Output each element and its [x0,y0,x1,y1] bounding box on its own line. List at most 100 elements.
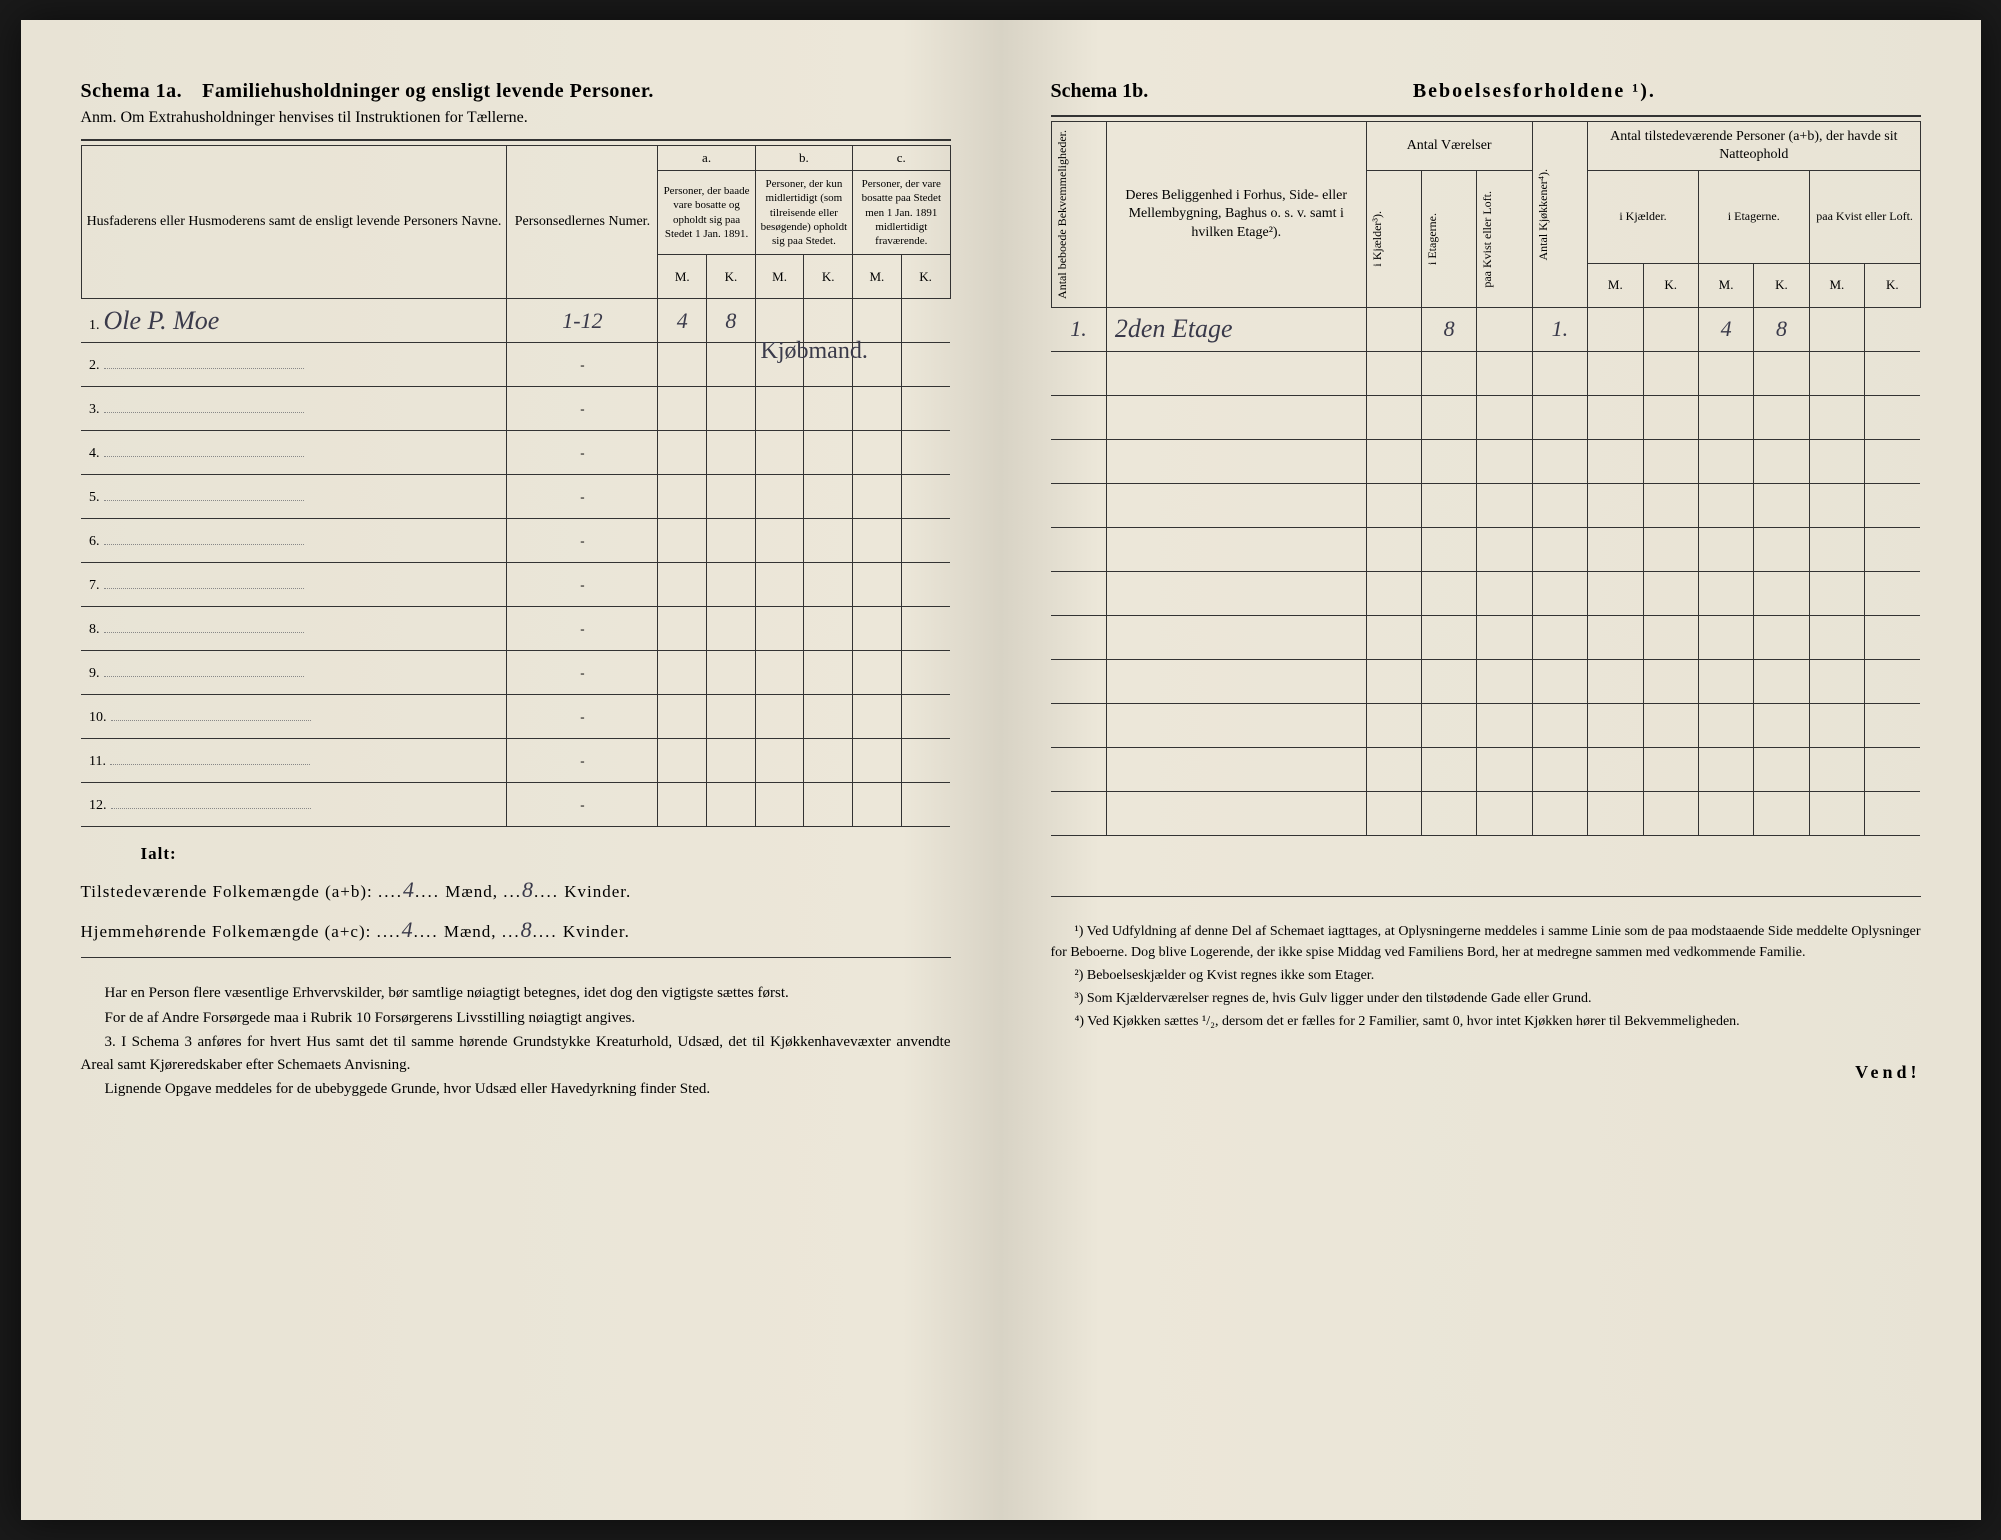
cell-pkk [1865,527,1920,571]
cell-numer: - [507,607,658,651]
cell-kvist [1477,703,1532,747]
header-k: K. [1754,263,1809,307]
schema-title-text: Familiehusholdninger og ensligt levende … [202,80,654,102]
cell-bekv [1051,439,1106,483]
cell-pkm [1809,395,1864,439]
cell-bekv [1051,527,1106,571]
cell-pem [1698,791,1753,835]
cell-pkjm [1588,527,1643,571]
cell-belig [1106,791,1366,835]
schema-label: Schema 1a. [81,80,183,102]
cell-pek [1754,703,1809,747]
cell-pkjk [1643,307,1698,351]
table-row: 10. - [81,695,950,739]
cell-kjael [1366,527,1421,571]
col-kvist: paa Kvist eller Loft. [1479,187,1496,292]
cell-am [658,607,707,651]
table-row: 3. - [81,387,950,431]
header-k: K. [1643,263,1698,307]
cell-kjael [1366,439,1421,483]
cell-kjael [1366,571,1421,615]
tot2-k: 8 [521,917,533,942]
cell-kvist [1477,791,1532,835]
footnote-p1: Har en Person flere væsentlige Erhvervsk… [81,982,951,1005]
cell-kjael [1366,791,1421,835]
cell-numer: - [507,739,658,783]
census-book-spread: Schema 1a. Familiehusholdninger og ensli… [21,20,1981,1520]
cell-bk [804,563,853,607]
cell-pkjk [1643,791,1698,835]
maend: Mænd, [444,922,497,941]
cell-kjael [1366,483,1421,527]
header-m: M. [1809,263,1864,307]
cell-kjael [1366,703,1421,747]
col-kjokk: Antal Kjøkkener⁴). [1535,165,1552,265]
cell-bk [804,695,853,739]
col-p-etag: i Etagerne. [1698,171,1809,264]
cell-pek [1754,747,1809,791]
cell-am [658,343,707,387]
cell-pem [1698,615,1753,659]
cell-kvist [1477,351,1532,395]
cell-bm [755,519,804,563]
cell-pem [1698,747,1753,791]
cell-bekv [1051,615,1106,659]
cell-bk [804,387,853,431]
cell-pkjk [1643,395,1698,439]
cell-belig [1106,659,1366,703]
totals-section: Ialt: Tilstedeværende Folkemængde (a+b):… [81,839,951,949]
cell-pkjk [1643,527,1698,571]
cell-kjokk [1532,703,1587,747]
col-p-kvist: paa Kvist eller Loft. [1809,171,1920,264]
cell-bekv [1051,703,1106,747]
fn4: ⁴) Ved Kjøkken sættes ¹/₂, dersom det er… [1051,1011,1921,1032]
col-pers: Antal tilstedeværende Personer (a+b), de… [1588,122,1920,171]
maend: Mænd, [445,882,498,901]
group-b: b. [755,146,852,171]
cell-ck [901,783,950,827]
cell-etag [1421,791,1476,835]
cell-pkk [1865,659,1920,703]
cell-belig [1106,395,1366,439]
cell-pkm [1809,483,1864,527]
cell-pkjm [1588,395,1643,439]
cell-cm [853,739,902,783]
cell-pkk [1865,703,1920,747]
cell-pkjm [1588,615,1643,659]
cell-etag [1421,351,1476,395]
totals-label: Ialt: [141,844,177,863]
cell-bm [755,387,804,431]
row-name: 9. [81,651,507,695]
cell-ak [707,563,756,607]
cell-ck [901,607,950,651]
schema-label: Schema 1b. [1051,80,1149,103]
cell-pkjm [1588,483,1643,527]
cell-pkjk [1643,747,1698,791]
table-row [1051,351,1920,395]
schema-title-text: Beboelsesforholdene ¹). [1413,80,1656,103]
row-name: 2. [81,343,507,387]
cell-pkm [1809,439,1864,483]
cell-ck [901,431,950,475]
cell-am [658,431,707,475]
table-row: 5. - [81,475,950,519]
fn1: ¹) Ved Udfyldning af denne Del af Schema… [1051,921,1921,963]
cell-bm [755,739,804,783]
cell-pem [1698,483,1753,527]
table-row [1051,747,1920,791]
cell-etag [1421,659,1476,703]
table-row [1051,439,1920,483]
cell-am: 4 [658,299,707,343]
cell-pkjm [1588,703,1643,747]
cell-kjael [1366,307,1421,351]
cell-kvist [1477,571,1532,615]
table-row: 12. - [81,783,950,827]
tot1-label: Tilstedeværende Folkemængde (a+b): [81,882,373,901]
divider [1051,115,1921,117]
tot1-m: 4 [403,877,415,902]
col-p-kjael: i Kjælder. [1588,171,1699,264]
cell-ck [901,739,950,783]
cell-pkjm [1588,307,1643,351]
group-b-desc: Personer, der kun midlertidigt (som tilr… [755,171,852,255]
cell-pek [1754,791,1809,835]
